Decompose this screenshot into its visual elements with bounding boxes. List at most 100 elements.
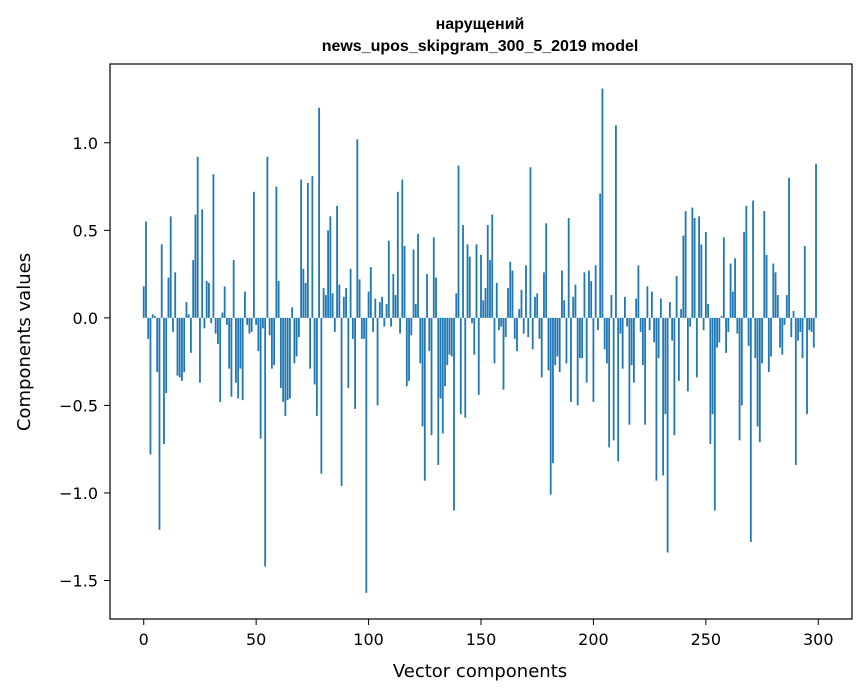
bar xyxy=(192,260,195,318)
bar xyxy=(608,317,611,448)
bar xyxy=(529,167,532,318)
bar xyxy=(770,317,772,357)
bar xyxy=(457,165,460,318)
bar xyxy=(659,298,662,318)
bar xyxy=(365,317,368,593)
chart-title: нарущений xyxy=(436,16,525,33)
bar xyxy=(646,286,649,318)
bar xyxy=(264,317,267,567)
bar xyxy=(268,317,271,336)
bar xyxy=(783,317,786,325)
bar xyxy=(262,317,264,329)
bar xyxy=(142,286,145,318)
bar xyxy=(572,296,575,318)
bar xyxy=(734,258,736,318)
bar xyxy=(383,317,386,327)
bar xyxy=(237,317,240,399)
bar xyxy=(498,317,500,331)
bar xyxy=(788,177,790,318)
bar xyxy=(815,163,817,318)
bar xyxy=(509,261,512,318)
bar xyxy=(435,277,437,318)
bar xyxy=(369,267,372,318)
bar xyxy=(534,296,536,318)
bar xyxy=(253,191,255,318)
bar xyxy=(333,317,336,332)
x-tick-label: 100 xyxy=(353,630,384,649)
bar xyxy=(396,191,399,318)
bar xyxy=(306,183,309,318)
bar xyxy=(399,317,401,334)
bar xyxy=(219,317,222,402)
bar xyxy=(338,284,341,318)
bar xyxy=(484,288,487,318)
bar xyxy=(486,225,489,318)
bar xyxy=(480,254,482,318)
bar xyxy=(797,317,799,341)
bar xyxy=(810,317,813,332)
bar xyxy=(214,317,217,334)
bar xyxy=(232,260,235,318)
bar xyxy=(567,218,570,318)
bar xyxy=(698,216,700,318)
bar xyxy=(689,317,692,327)
y-tick-label: 0.5 xyxy=(73,221,98,240)
bar xyxy=(536,293,539,318)
x-tick-label: 150 xyxy=(466,630,497,649)
bar xyxy=(812,317,815,348)
bar xyxy=(320,317,323,474)
bar xyxy=(376,317,379,406)
bar xyxy=(513,317,516,339)
bar xyxy=(313,317,316,385)
bar xyxy=(504,317,507,338)
bar xyxy=(662,317,665,476)
bar xyxy=(592,317,595,402)
bar xyxy=(374,298,377,318)
bar xyxy=(754,317,757,359)
bar xyxy=(650,291,653,318)
bar xyxy=(464,317,467,418)
bar xyxy=(441,317,444,434)
bar xyxy=(671,317,674,341)
bar xyxy=(453,317,455,511)
bar xyxy=(185,302,188,318)
bar xyxy=(612,317,615,441)
bar xyxy=(628,317,631,425)
bar xyxy=(156,317,159,373)
bar xyxy=(686,317,689,392)
bar xyxy=(776,295,779,318)
bar xyxy=(174,272,177,318)
bar xyxy=(653,317,656,343)
bar xyxy=(585,317,588,383)
bar xyxy=(403,246,406,318)
bar xyxy=(680,309,683,318)
x-tick-label: 300 xyxy=(803,630,834,649)
bar xyxy=(428,317,431,352)
bar xyxy=(489,260,491,318)
y-axis-label: Components values xyxy=(14,253,35,431)
bar xyxy=(599,193,602,318)
bar xyxy=(718,317,721,343)
bar xyxy=(228,317,231,369)
bar xyxy=(475,244,478,318)
bar xyxy=(624,296,626,318)
bar xyxy=(725,317,727,353)
bar xyxy=(235,317,237,383)
bar xyxy=(668,302,671,318)
x-tick-label: 0 xyxy=(139,630,149,649)
bar xyxy=(181,317,183,381)
bar xyxy=(199,317,201,383)
bar xyxy=(581,317,584,359)
bar xyxy=(163,317,165,444)
bar xyxy=(286,317,289,401)
bar xyxy=(226,317,228,325)
bar xyxy=(720,316,723,318)
bar xyxy=(801,317,804,359)
bar xyxy=(329,216,332,318)
bar xyxy=(543,272,545,318)
bar xyxy=(327,230,329,318)
bar xyxy=(167,277,170,318)
bar xyxy=(372,317,374,332)
bar xyxy=(414,303,417,318)
